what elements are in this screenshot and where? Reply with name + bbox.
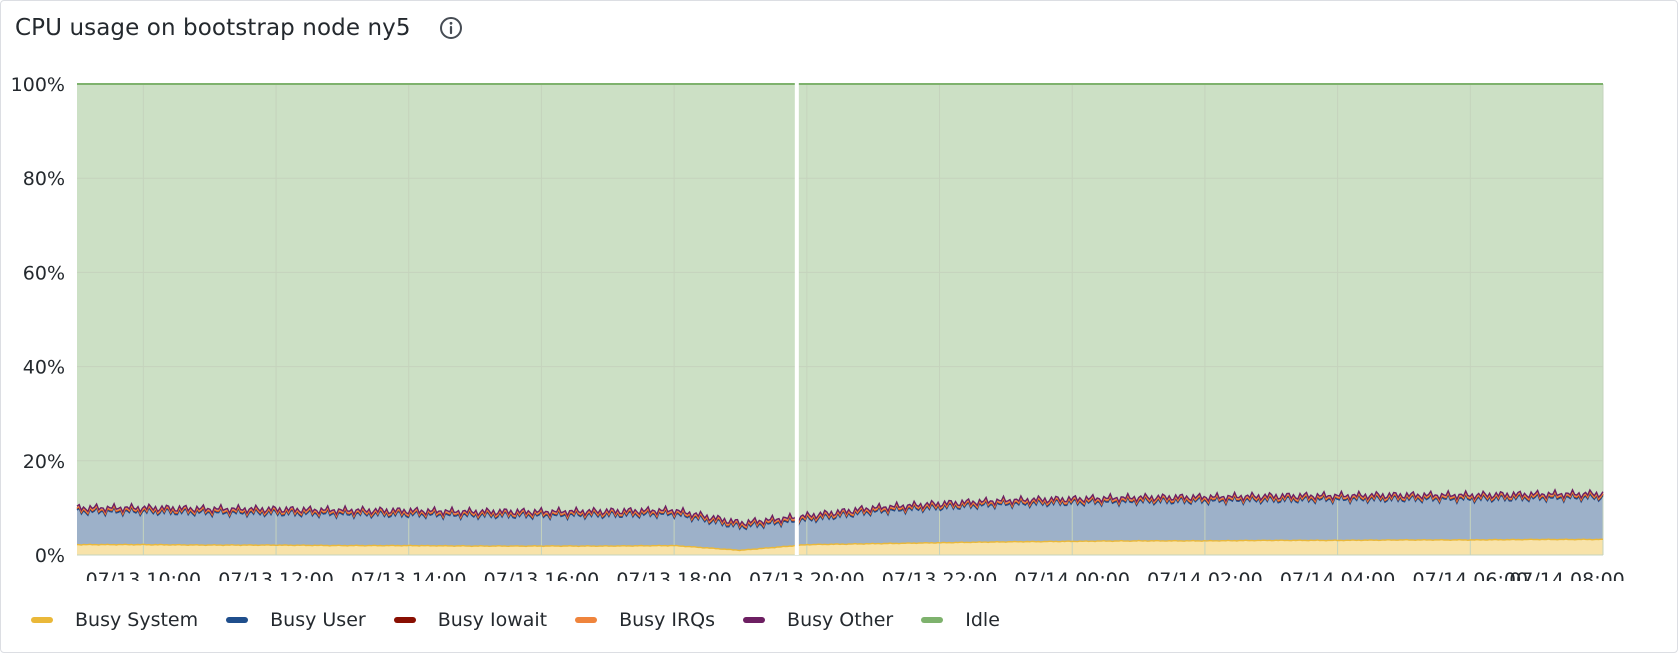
y-tick-label: 100% — [11, 74, 65, 96]
legend-item-busy-user[interactable]: Busy User — [226, 609, 366, 631]
area-busy-system — [77, 539, 1603, 555]
legend-label: Busy Other — [787, 609, 894, 631]
legend-label: Busy User — [270, 609, 366, 631]
x-tick-label: 07/13 14:00 — [351, 569, 467, 581]
y-tick-label: 40% — [23, 357, 65, 379]
data-gap-marker — [794, 82, 799, 555]
line-busy-system — [76, 538, 1604, 552]
y-tick-label: 20% — [23, 451, 65, 473]
legend-item-idle[interactable]: Idle — [921, 609, 1000, 631]
x-tick-label: 07/13 10:00 — [86, 569, 202, 581]
area-busy-user — [77, 493, 1603, 551]
y-tick-label: 80% — [23, 168, 65, 190]
x-tick-label: 07/13 22:00 — [882, 569, 998, 581]
legend-swatch — [575, 617, 598, 623]
x-tick-label: 07/14 04:00 — [1280, 569, 1396, 581]
x-tick-label: 07/13 18:00 — [616, 569, 732, 581]
x-tick-label: 07/14 02:00 — [1147, 569, 1263, 581]
cpu-usage-chart[interactable]: 0% 20% 40% 60% 80% 100% 07/13 10:00 07/13 12:00… — [1, 61, 1678, 581]
legend-item-busy-system[interactable]: Busy System — [31, 609, 198, 631]
x-tick-label: 07/14 06:00 — [1413, 569, 1529, 581]
y-tick-label: 60% — [23, 262, 65, 284]
x-tick-label: 07/14 00:00 — [1014, 569, 1130, 581]
legend-item-busy-other[interactable]: Busy Other — [743, 609, 893, 631]
x-tick-label: 07/14 08:00 — [1509, 569, 1625, 581]
legend-item-busy-iowait[interactable]: Busy Iowait — [393, 609, 548, 631]
x-tick-label: 07/13 20:00 — [749, 569, 865, 581]
plot-areas — [77, 84, 1603, 555]
x-tick-label: 07/13 16:00 — [484, 569, 600, 581]
legend-label: Busy System — [75, 609, 199, 631]
legend-swatch — [743, 617, 766, 623]
x-tick-label: 07/13 12:00 — [218, 569, 334, 581]
line-busy-other — [76, 488, 1604, 527]
legend-label: Busy Iowait — [437, 609, 548, 631]
area-idle — [77, 84, 1603, 526]
legend-label: Busy IRQs — [619, 609, 716, 631]
y-tick-label: 0% — [35, 545, 65, 567]
series-lines — [76, 82, 1604, 555]
axis-labels: 0% 20% 40% 60% 80% 100% 07/13 10:00 07/13 12:00… — [11, 74, 1625, 581]
legend-swatch — [226, 617, 249, 623]
legend-swatch — [393, 617, 416, 623]
legend-item-busy-irqs[interactable]: Busy IRQs — [575, 609, 715, 631]
legend-swatch — [31, 617, 53, 623]
info-circle-icon[interactable] — [439, 16, 463, 40]
line-busy-irqs — [76, 490, 1604, 529]
panel-title: CPU usage on bootstrap node ny5 — [15, 15, 411, 41]
panel-header: CPU usage on bootstrap node ny5 — [15, 11, 463, 45]
legend-label: Idle — [965, 609, 1000, 631]
chart-legend: Busy System Busy User Busy Iowait Busy IRQs… — [31, 609, 1028, 631]
legend-swatch — [921, 617, 944, 623]
